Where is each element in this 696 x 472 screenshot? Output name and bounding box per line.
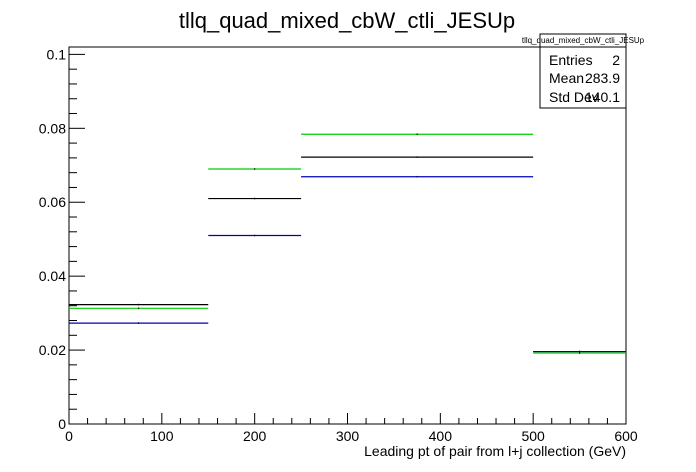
stats-box: tllq_quad_mixed_cbW_ctli_JESUp Entries 2… bbox=[522, 33, 645, 109]
x-tick-label: 100 bbox=[150, 428, 174, 444]
y-tick-label: 0.02 bbox=[39, 342, 66, 358]
y-tick-label: 0.08 bbox=[39, 120, 66, 136]
y-tick-label: 0.1 bbox=[47, 46, 67, 62]
x-tick-label: 400 bbox=[429, 428, 453, 444]
x-axis-label: Leading pt of pair from l+j collection (… bbox=[364, 443, 626, 459]
y-tick-label: 0.06 bbox=[39, 194, 66, 210]
stats-box-frame bbox=[539, 33, 627, 109]
stats-stddev-label: Std Dev bbox=[549, 89, 599, 105]
y-tick-label: 0 bbox=[58, 416, 66, 432]
series-2 bbox=[69, 175, 626, 353]
x-tick-label: 300 bbox=[336, 428, 360, 444]
x-tick-label: 500 bbox=[521, 428, 545, 444]
x-axis: 0 100 200 300 400 500 600 bbox=[65, 413, 638, 444]
stats-stddev-value: 140.1 bbox=[585, 89, 620, 105]
x-tick-label: 600 bbox=[614, 428, 638, 444]
stats-entries-value: 2 bbox=[612, 52, 620, 68]
chart-title: tllq_quad_mixed_cbW_ctli_JESUp bbox=[179, 8, 515, 33]
x-tick-label: 0 bbox=[65, 428, 73, 444]
x-tick-label: 200 bbox=[243, 428, 267, 444]
stats-mean-value: 283.9 bbox=[585, 70, 620, 86]
histogram-series bbox=[69, 133, 626, 354]
series-1 bbox=[69, 133, 626, 354]
stats-box-title: tllq_quad_mixed_cbW_ctli_JESUp bbox=[522, 36, 645, 45]
stats-mean-label: Mean bbox=[549, 70, 584, 86]
y-tick-label: 0.04 bbox=[39, 268, 66, 284]
y-axis: 0 0.02 0.04 0.06 0.08 0.1 bbox=[39, 46, 85, 432]
stats-entries-label: Entries bbox=[549, 52, 593, 68]
